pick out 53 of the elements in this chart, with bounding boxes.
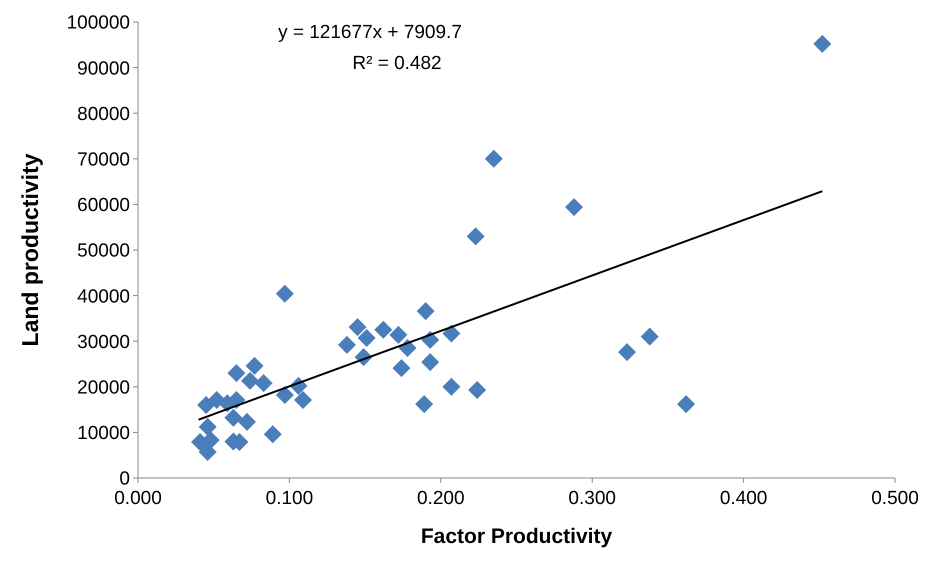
x-tick-label: 0.500 <box>871 488 919 509</box>
x-tick-label: 0.400 <box>720 488 768 509</box>
point <box>389 326 408 344</box>
point <box>421 353 440 372</box>
point <box>358 329 376 348</box>
point <box>276 386 294 404</box>
x-tick-label: 0.100 <box>266 488 314 509</box>
point <box>813 34 832 53</box>
point <box>294 391 312 410</box>
y-tick-label: 20000 <box>77 377 130 398</box>
y-tick-label: 10000 <box>77 423 130 444</box>
x-tick-label: 0.000 <box>114 488 162 509</box>
y-tick-label: 50000 <box>77 240 130 262</box>
point <box>246 356 264 375</box>
point <box>640 328 659 346</box>
point <box>677 395 696 414</box>
x-axis-title: Factor Productivity <box>420 525 612 548</box>
point <box>224 408 242 427</box>
point <box>468 380 486 399</box>
y-tick-label: 0 <box>119 468 130 490</box>
point <box>442 378 460 396</box>
y-tick-label: 40000 <box>77 286 130 308</box>
y-tick-label: 90000 <box>77 58 130 80</box>
y-tick-label: 30000 <box>77 332 130 353</box>
point <box>338 336 356 354</box>
point <box>416 302 435 320</box>
point <box>238 412 256 431</box>
point <box>415 395 434 414</box>
y-tick-label: 70000 <box>77 149 130 170</box>
x-tick-label: 0.200 <box>417 488 465 509</box>
annotation: R² = 0.482 <box>352 53 442 74</box>
y-tick-label: 80000 <box>77 104 130 125</box>
point <box>197 396 216 414</box>
point <box>466 227 485 246</box>
point <box>484 150 503 168</box>
y-axis-title: Land productivity <box>17 153 43 346</box>
x-tick-label: 0.300 <box>568 488 616 509</box>
point <box>374 320 392 339</box>
point <box>254 374 273 392</box>
point <box>276 284 294 303</box>
point <box>618 343 636 362</box>
point <box>198 443 217 462</box>
y-tick-label: 100000 <box>66 12 130 34</box>
point <box>348 318 367 336</box>
point <box>227 364 246 382</box>
y-tick-label: 60000 <box>77 195 130 216</box>
point <box>198 418 217 436</box>
point <box>565 198 584 216</box>
point <box>264 425 282 444</box>
point <box>241 372 260 390</box>
point <box>442 324 460 342</box>
annotation: y = 121677x + 7909.7 <box>278 22 462 43</box>
point <box>392 359 410 378</box>
